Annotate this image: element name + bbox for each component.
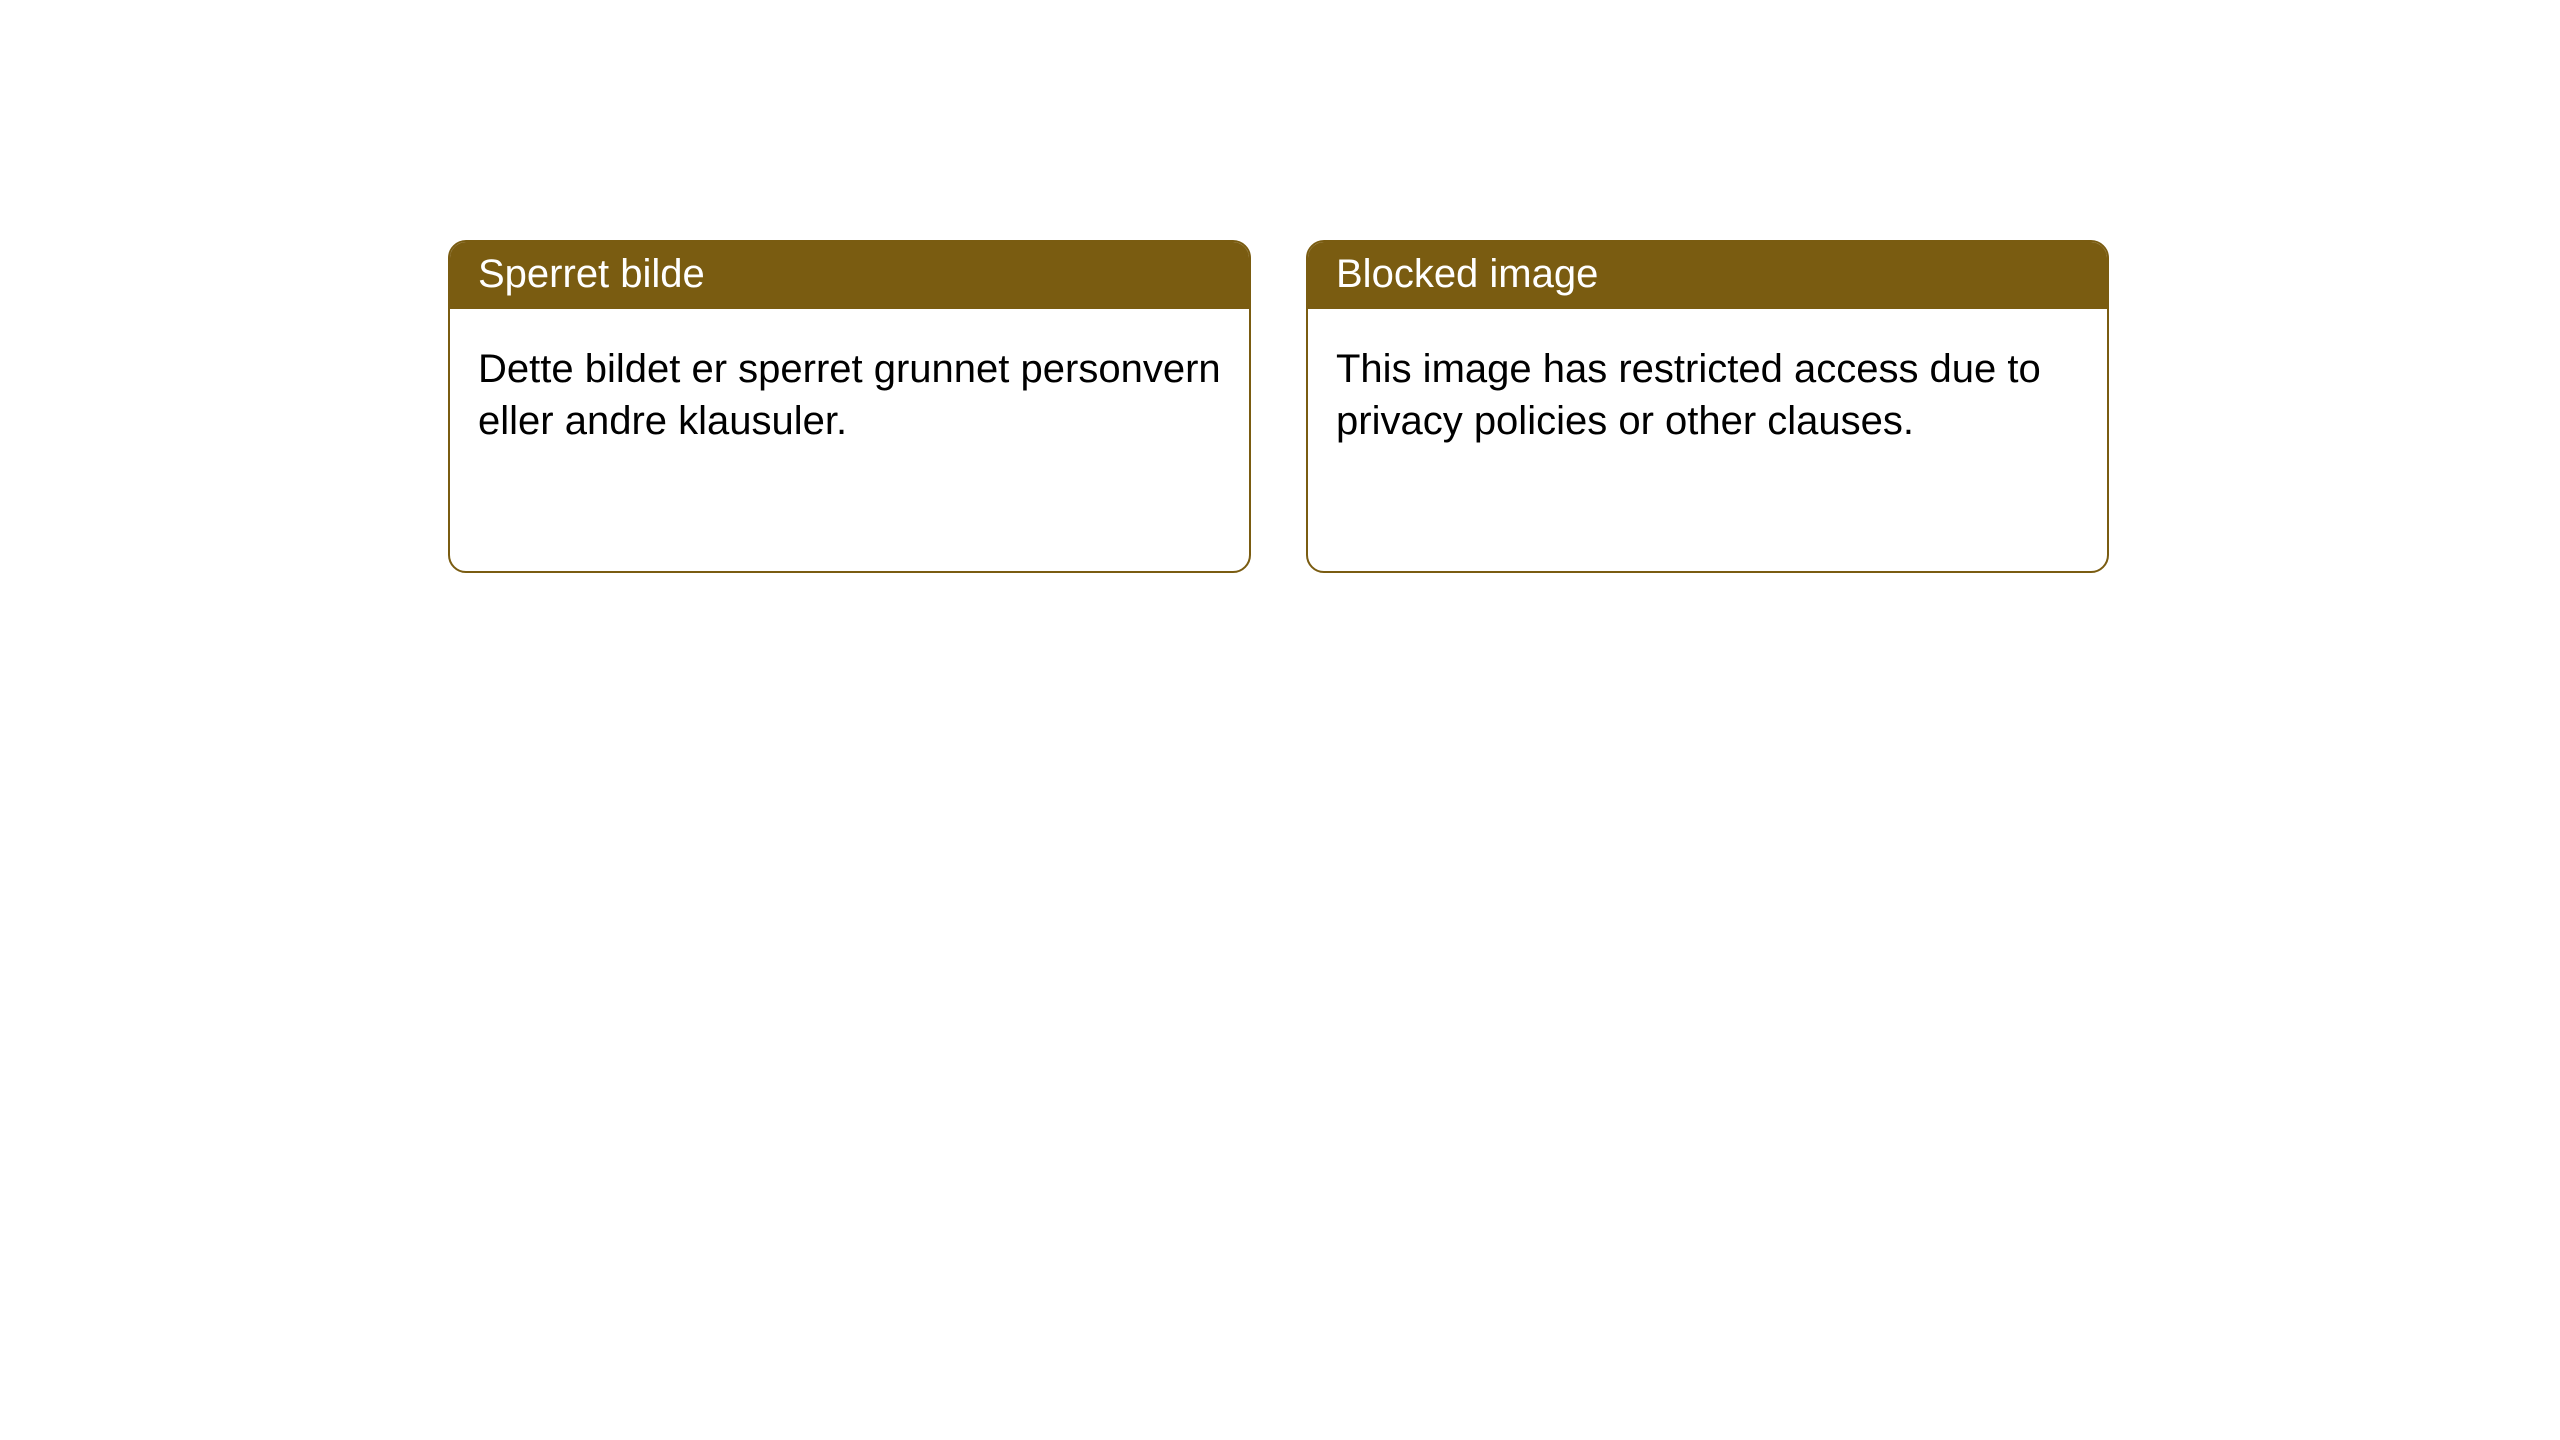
- notice-body-text: This image has restricted access due to …: [1336, 347, 2041, 443]
- notice-card-norwegian: Sperret bilde Dette bildet er sperret gr…: [448, 240, 1251, 573]
- notice-body: Dette bildet er sperret grunnet personve…: [450, 309, 1249, 475]
- notice-header: Sperret bilde: [450, 242, 1249, 309]
- notice-title: Sperret bilde: [478, 252, 705, 296]
- notice-container: Sperret bilde Dette bildet er sperret gr…: [0, 0, 2560, 573]
- notice-body-text: Dette bildet er sperret grunnet personve…: [478, 347, 1221, 443]
- notice-title: Blocked image: [1336, 252, 1598, 296]
- notice-header: Blocked image: [1308, 242, 2107, 309]
- notice-body: This image has restricted access due to …: [1308, 309, 2107, 475]
- notice-card-english: Blocked image This image has restricted …: [1306, 240, 2109, 573]
